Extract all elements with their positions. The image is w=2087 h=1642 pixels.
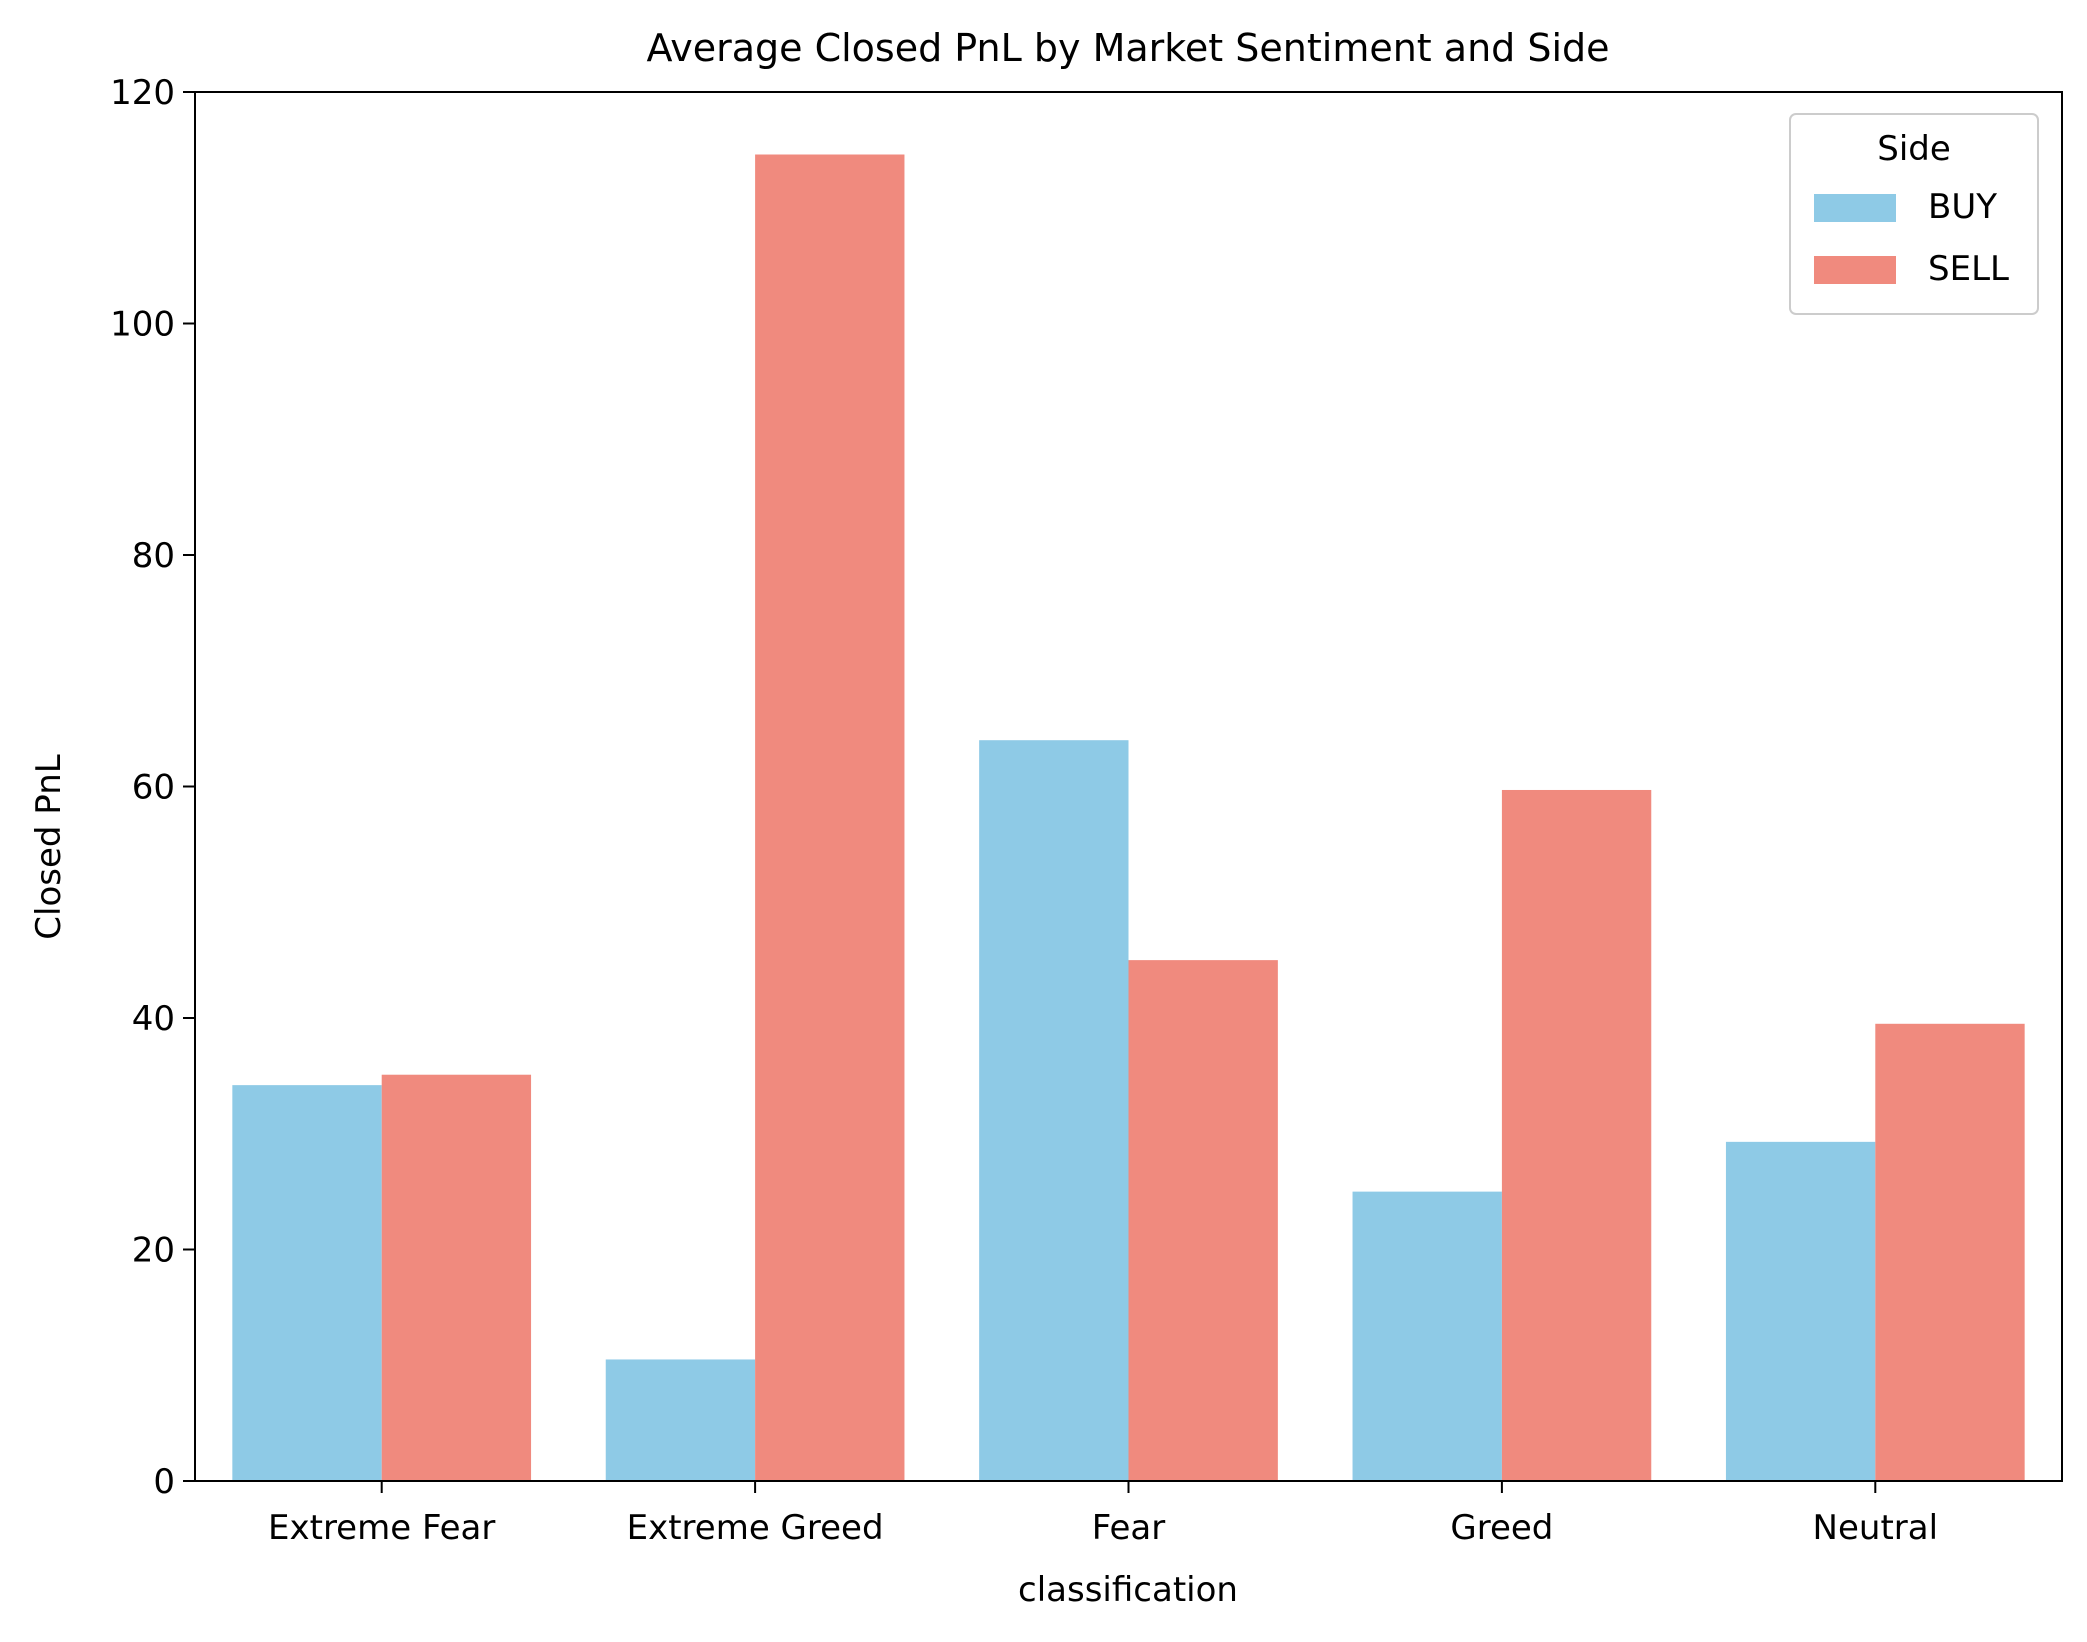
- bars-layer: [232, 154, 2025, 1481]
- y-tick-label: 40: [132, 999, 175, 1039]
- legend-swatch-buy: [1814, 194, 1896, 222]
- legend-items: BUY SELL: [1814, 187, 2009, 289]
- bar-buy-neutral: [1725, 1141, 1876, 1481]
- legend-label-buy: BUY: [1928, 187, 1997, 227]
- bar-sell-greed: [1501, 789, 1652, 1481]
- bar-buy-greed: [1352, 1191, 1502, 1481]
- bar-buy-extreme-fear: [232, 1085, 382, 1481]
- bar-buy-fear: [979, 740, 1129, 1481]
- bar-buy-extreme-greed: [605, 1359, 756, 1481]
- y-tick-label: 120: [110, 73, 175, 113]
- ticks-layer: Extreme Fear Extreme Greed Fear Greed Neutra…: [110, 73, 1938, 1548]
- x-tick-label: Extreme Greed: [627, 1508, 884, 1548]
- bar-sell-fear: [1128, 960, 1278, 1481]
- bar-sell-extreme-greed: [755, 154, 905, 1481]
- legend-swatch-sell: [1814, 256, 1896, 284]
- legend: Side BUY SELL: [1789, 113, 2039, 315]
- y-tick-label: 100: [110, 305, 175, 345]
- chart-title: Average Closed PnL by Market Sentiment a…: [646, 26, 1609, 70]
- legend-title: Side: [1877, 129, 1951, 169]
- bar-sell-extreme-fear: [381, 1074, 532, 1481]
- x-tick-label: Extreme Fear: [268, 1508, 495, 1548]
- legend-label-sell: SELL: [1928, 249, 2009, 289]
- y-axis-label: Closed PnL: [29, 754, 69, 939]
- y-tick-label: 0: [153, 1462, 175, 1502]
- x-axis-label: classification: [1018, 1570, 1238, 1610]
- y-tick-label: 80: [132, 536, 175, 576]
- x-tick-label: Greed: [1450, 1508, 1553, 1548]
- y-tick-label: 20: [132, 1231, 175, 1271]
- x-tick-label: Fear: [1092, 1508, 1165, 1548]
- x-tick-label: Neutral: [1813, 1508, 1939, 1548]
- y-tick-label: 60: [132, 768, 175, 808]
- bar-sell-neutral: [1875, 1023, 2025, 1481]
